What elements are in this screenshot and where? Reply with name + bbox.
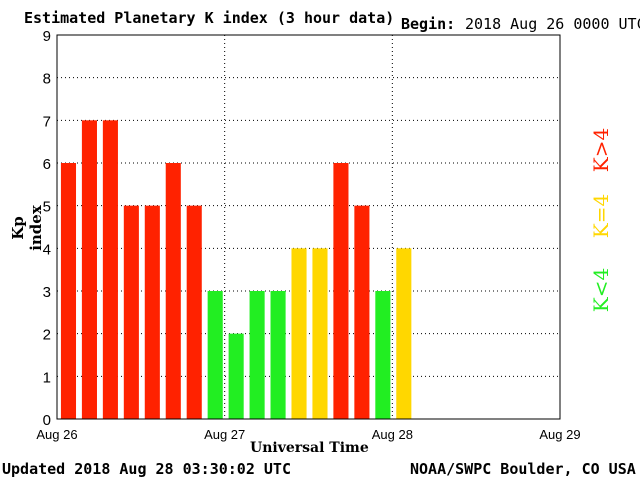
kp-bar [291,248,307,419]
x-tick-labels: Aug 26 Aug 27 Aug 28 Aug 29 [36,427,580,442]
y-tick-label: 6 [43,156,51,173]
begin-value: 2018 Aug 26 0000 UTC [465,15,640,33]
grid-lines [57,35,560,419]
kp-bar [123,205,139,419]
x-tick-label: Aug 29 [539,427,580,442]
kp-bar [102,120,118,419]
kp-bar [81,120,97,419]
x-tick-label: Aug 26 [36,427,77,442]
begin-label: Begin: [401,15,456,33]
kp-bar [186,205,202,419]
kp-bar [396,248,412,419]
chart-title: Estimated Planetary K index (3 hour data… [24,9,395,27]
legend-low: K<4 [589,267,613,313]
kp-bar [333,163,349,419]
y-tick-label: 0 [43,412,51,429]
source-text: NOAA/SWPC Boulder, CO USA [410,460,636,478]
x-tick-label: Aug 27 [204,427,245,442]
y-tick-label: 9 [43,28,51,45]
y-tick-label: 8 [43,71,51,88]
kp-bar [270,291,286,419]
kp-bar [249,291,265,419]
y-tick-labels: 0 1 2 3 4 5 6 7 8 9 [43,28,51,429]
updated-text: Updated 2018 Aug 28 03:30:02 UTC [2,460,291,478]
y-tick-label: 4 [43,241,51,258]
x-axis-label: Universal Time [250,440,369,456]
kp-bar [354,205,370,419]
x-tick-label: Aug 28 [372,427,413,442]
kp-bar [144,205,160,419]
y-tick-label: 3 [43,284,51,301]
kp-bar [207,291,223,419]
y-tick-label: 1 [43,369,51,386]
kp-bar [60,163,77,419]
y-tick-label: 2 [43,327,51,344]
kp-bar [375,291,391,419]
y-tick-label: 5 [43,199,51,216]
kp-bar [165,163,181,419]
y-axis-label: Kp index [9,205,45,251]
kp-bar [312,248,328,419]
kp-bar [228,333,244,419]
plot-frame [56,34,561,420]
bars [60,120,412,419]
y-tick-label: 7 [43,113,51,130]
